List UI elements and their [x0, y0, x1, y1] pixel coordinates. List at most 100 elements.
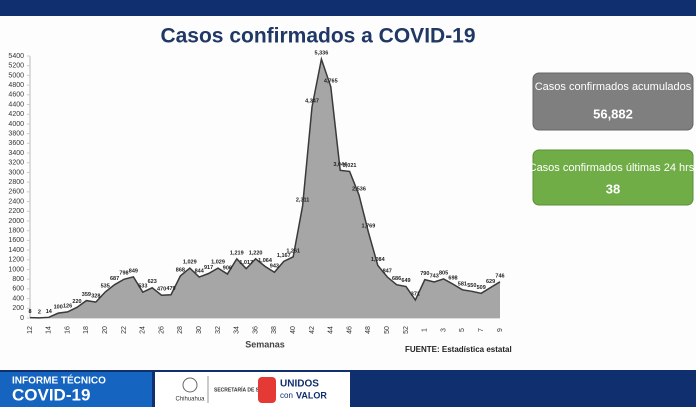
data-label: 328 [91, 294, 100, 300]
x-tick-label: 48 [365, 326, 372, 334]
x-tick-label: 42 [309, 326, 316, 334]
data-label: 698 [448, 276, 457, 282]
x-tick-label: 14 [46, 326, 53, 334]
data-label: 805 [439, 270, 448, 276]
data-label: 359 [82, 292, 91, 298]
data-label: 743 [430, 273, 439, 279]
source: FUENTE: Estadística estatal [405, 345, 512, 354]
y-tick-label: 2600 [8, 189, 24, 196]
y-tick-label: 3800 [8, 130, 24, 137]
data-label: 533 [138, 284, 147, 290]
data-label: 4,347 [305, 99, 319, 105]
x-tick-label: 3 [440, 328, 447, 332]
x-tick-label: 12 [27, 326, 34, 334]
data-label: 629 [486, 279, 495, 285]
x-tick-label: 36 [252, 326, 259, 334]
x-tick-label: 46 [346, 326, 353, 334]
summary-card [532, 72, 694, 131]
data-label: 917 [204, 265, 213, 271]
x-tick-label: 7 [478, 328, 485, 332]
data-label: 1,064 [258, 258, 273, 264]
y-tick-label: 1000 [8, 266, 24, 273]
data-label: 798 [119, 271, 128, 277]
summary-value: 38 [606, 181, 620, 196]
footer-report-panel [0, 372, 152, 407]
slogan: con [280, 391, 293, 400]
data-label: 100 [54, 305, 63, 311]
data-label: 535 [101, 283, 110, 289]
y-tick-label: 5000 [8, 72, 24, 79]
footer-report: COVID-19 [12, 385, 90, 404]
y-tick-label: 2800 [8, 179, 24, 186]
data-label: 1,167 [277, 253, 291, 259]
chart-title: Casos confirmados a COVID-19 [160, 25, 475, 48]
y-tick-label: 3000 [8, 169, 24, 176]
data-label: 8 [28, 309, 31, 315]
y-tick-label: 1800 [8, 228, 24, 235]
y-tick-label: 5200 [8, 63, 24, 70]
data-label: 943 [270, 264, 279, 270]
x-axis-label: Semanas [245, 339, 285, 349]
x-tick-label: 26 [158, 326, 165, 334]
data-label: 1,220 [249, 250, 263, 256]
data-label: 623 [148, 279, 157, 285]
x-tick-label: 34 [234, 326, 241, 334]
data-label: 220 [72, 299, 81, 305]
data-label: 687 [110, 276, 119, 282]
data-label: 479 [166, 286, 175, 292]
y-tick-label: 600 [12, 286, 24, 293]
x-tick-label: 24 [140, 326, 147, 334]
area [30, 59, 500, 318]
y-tick-label: 1400 [8, 247, 24, 254]
data-label: 470 [157, 287, 166, 293]
x-tick-label: 32 [215, 326, 222, 334]
data-label: 868 [176, 267, 185, 273]
line [29, 56, 501, 319]
slogan-icon [258, 377, 276, 403]
data-label: 847 [383, 268, 392, 274]
slogan: VALOR [296, 390, 327, 400]
data-label: 509 [477, 285, 486, 291]
x-tick-label: 22 [121, 326, 128, 334]
x-tick-label: 9 [497, 328, 504, 332]
logo-text: Chihuahua [175, 397, 205, 403]
data-label: 2 [38, 309, 41, 315]
logo-icon [182, 377, 198, 393]
y-tick-label: 3600 [8, 140, 24, 147]
x-tick-label: 16 [64, 326, 71, 334]
data-label: 550 [467, 283, 476, 289]
y-tick-label: 2000 [8, 218, 24, 225]
data-label: 849 [129, 268, 138, 274]
data-label: 649 [401, 278, 410, 284]
data-label: 1,084 [371, 257, 386, 263]
data-label: 581 [458, 281, 467, 287]
data-label: 14 [46, 309, 53, 315]
x-tick-label: 52 [403, 326, 410, 334]
data-label: 4,765 [324, 78, 338, 84]
data-label: 126 [63, 303, 72, 309]
y-tick-label: 0 [20, 315, 24, 322]
data-label: 906 [223, 265, 232, 271]
y-tick-label: 400 [12, 295, 24, 302]
data-label: 1,029 [211, 260, 225, 266]
data-label: 1,261 [286, 248, 300, 254]
y-tick-label: 4600 [8, 92, 24, 99]
y-tick-label: 5400 [8, 53, 24, 60]
x-tick-label: 20 [102, 326, 109, 334]
data-label: 1,029 [183, 260, 197, 266]
y-tick-label: 1200 [8, 257, 24, 264]
summary-value: 56,882 [593, 106, 633, 121]
footer-report: INFORME TÉCNICO [12, 374, 106, 387]
x-tick-label: 18 [83, 326, 90, 334]
data-label: 746 [495, 273, 504, 279]
x-tick-label: 28 [177, 326, 184, 334]
data-label: 3,044 [333, 162, 348, 168]
y-tick-label: 3200 [8, 160, 24, 167]
y-tick-label: 1600 [8, 237, 24, 244]
y-tick-label: 2400 [8, 198, 24, 205]
x-tick-label: 1 [422, 328, 429, 332]
y-tick-label: 200 [12, 305, 24, 312]
data-label: 5,336 [315, 51, 329, 57]
y-tick-label: 4000 [8, 121, 24, 128]
